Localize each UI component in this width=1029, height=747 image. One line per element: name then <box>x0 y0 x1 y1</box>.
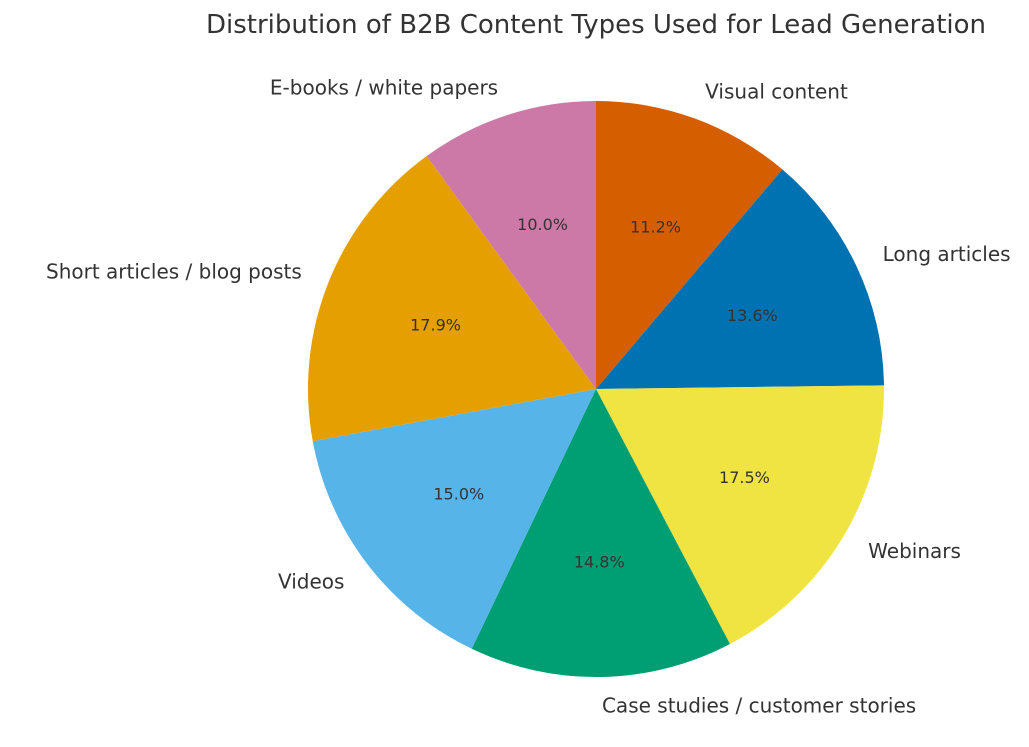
pie-slices <box>308 101 885 677</box>
pie-slice <box>596 101 783 389</box>
slice-percentage: 14.8% <box>574 552 625 571</box>
slice-category-label: Case studies / customer stories <box>602 694 916 718</box>
slice-category-label: Videos <box>278 570 344 594</box>
slice-percentage: 10.0% <box>517 215 568 234</box>
slice-category-label: Long articles <box>883 242 1011 266</box>
pie-slice <box>312 389 596 649</box>
percentage-labels: 11.2% 13.6% 17.5% 14.8% 15.0% 17.9% 10.0% <box>410 215 778 571</box>
pie-slice <box>471 389 730 677</box>
slice-category-label: Short articles / blog posts <box>46 259 302 283</box>
slice-percentage: 13.6% <box>727 306 778 325</box>
slice-percentage: 11.2% <box>630 217 681 236</box>
slice-category-label: E-books / white papers <box>270 76 498 100</box>
slice-category-label: Webinars <box>868 539 961 563</box>
slice-category-label: Visual content <box>705 80 848 104</box>
slice-percentage: 17.5% <box>719 468 770 487</box>
slice-percentage: 17.9% <box>410 315 461 334</box>
slice-labels: Visual content Long articles Webinars Case … <box>46 76 1011 718</box>
pie-slice <box>426 101 596 389</box>
slice-percentage: 15.0% <box>433 485 484 504</box>
chart-title: Distribution of B2B Content Types Used f… <box>206 10 986 40</box>
pie-slice <box>596 169 884 389</box>
pie-slice <box>596 385 885 644</box>
pie-slice <box>308 156 596 442</box>
